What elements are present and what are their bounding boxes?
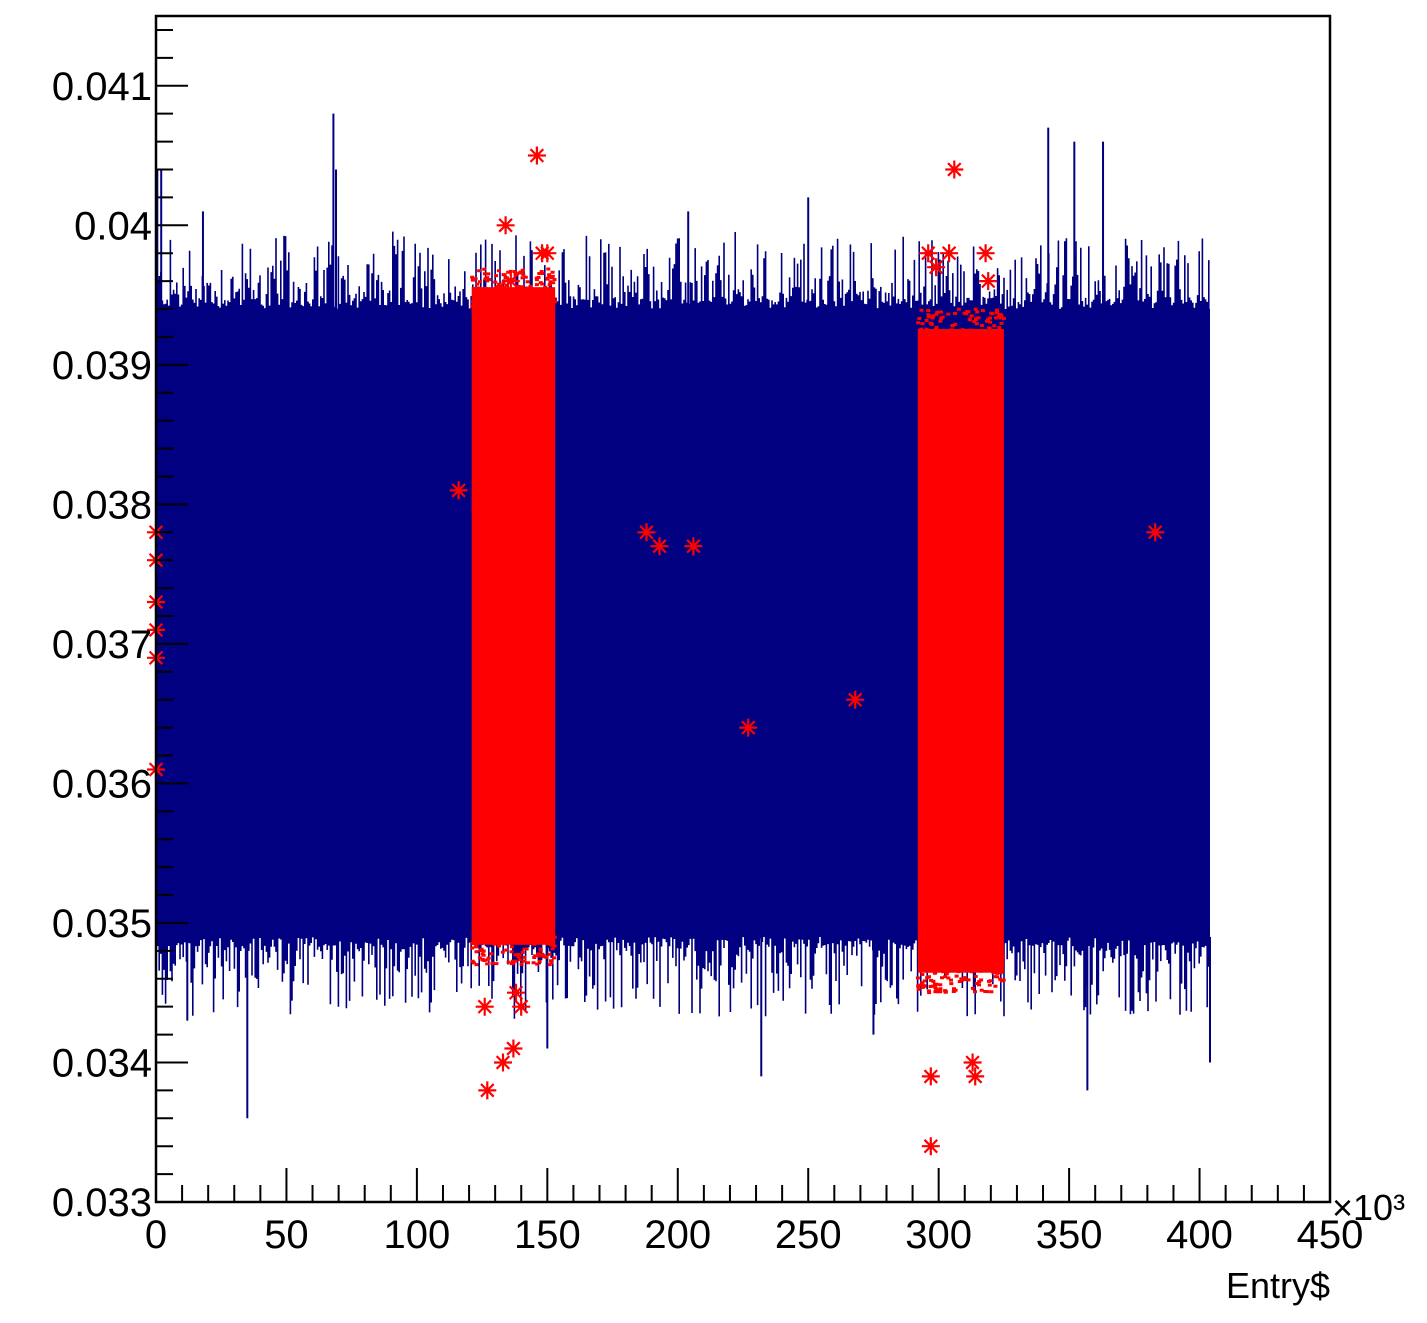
x-axis-multiplier: ×10³ (1332, 1187, 1405, 1228)
plot-frame (154, 14, 1332, 1204)
highlight-point (927, 258, 946, 277)
highlight-point (478, 1081, 497, 1100)
highlight-point (945, 160, 964, 179)
x-tick-label: 350 (1036, 1213, 1103, 1257)
highlight-point (475, 997, 494, 1016)
y-tick-label: 0.034 (52, 1041, 152, 1085)
highlight-point (963, 425, 982, 444)
highlight-band (471, 287, 556, 945)
x-axis-title: Entry$ (1226, 1265, 1330, 1306)
highlight-point (512, 997, 531, 1016)
highlight-point (940, 244, 959, 263)
x-tick-label: 250 (775, 1213, 842, 1257)
y-tick-label: 0.039 (52, 344, 152, 388)
highlight-point (921, 1137, 940, 1156)
highlight-point (921, 1067, 940, 1086)
x-tick-label: 0 (145, 1213, 167, 1257)
y-tick-label: 0.036 (52, 762, 152, 806)
highlight-point (496, 216, 515, 235)
highlight-band (917, 329, 1004, 973)
y-tick-label: 0.037 (52, 623, 152, 667)
highlight-point (684, 537, 703, 556)
highlight-band-edge (470, 267, 558, 967)
y-tick-label: 0.038 (52, 483, 152, 527)
y-tick-label: 0.033 (52, 1181, 152, 1225)
x-tick-label: 450 (1297, 1213, 1364, 1257)
x-tick-label: 200 (644, 1213, 711, 1257)
data-layer (147, 113, 1211, 1156)
y-tick-label: 0.04 (74, 204, 152, 248)
x-tick-label: 100 (384, 1213, 451, 1257)
series-main-core (156, 309, 1210, 937)
x-tick-label: 300 (905, 1213, 972, 1257)
highlight-point (979, 272, 998, 291)
highlight-point (650, 537, 669, 556)
highlight-point (1146, 523, 1165, 542)
y-tick-label: 0.041 (52, 65, 152, 109)
highlight-point (739, 718, 758, 737)
highlight-band-edge (915, 307, 1006, 995)
x-tick-label: 400 (1166, 1213, 1233, 1257)
highlight-point (538, 244, 557, 263)
highlight-point (919, 244, 938, 263)
y-tick-label: 0.035 (52, 902, 152, 946)
highlight-point (527, 146, 546, 165)
x-tick-label: 50 (264, 1213, 309, 1257)
highlight-point (507, 983, 525, 1002)
highlight-point (976, 244, 995, 263)
highlight-point (494, 1053, 512, 1072)
highlight-point (501, 272, 520, 291)
highlight-point (637, 523, 656, 542)
highlight-point (963, 1053, 982, 1072)
highlight-point (449, 481, 468, 500)
highlight-point (846, 690, 865, 709)
highlight-point (966, 1067, 985, 1086)
highlight-point (504, 1039, 523, 1058)
axis-layer: 0.033 0.034 0.035 0.036 0.037 0.038 0.039 0.04 0… (52, 28, 1364, 1257)
x-tick-label: 150 (514, 1213, 581, 1257)
